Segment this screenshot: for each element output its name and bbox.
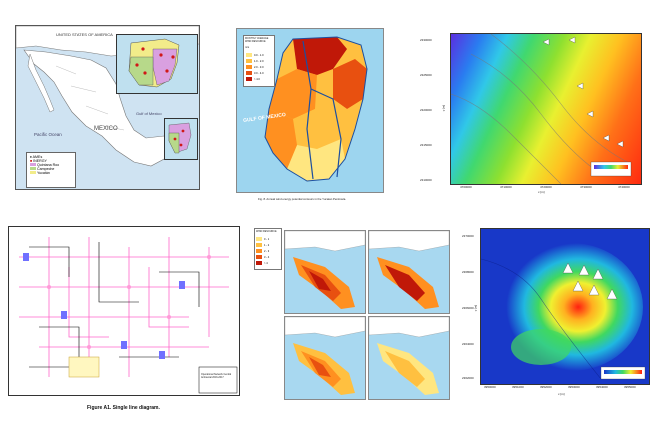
legend-yucatan: Yucatán [30,171,59,175]
legend-item: 1 - 2 [256,242,269,248]
wind-map-tile-1 [284,230,366,314]
y-tick: 2325000 [420,73,432,77]
legend-item: 3.0 - 4.0 [246,70,264,76]
x-tick: 3950000 [484,385,496,389]
x-tick: 4710000 [500,185,512,189]
yucatan-legend: MONTHLY AVERAGE WIND RESOURCE m/s 0.0 - … [243,35,275,87]
legend-unit: m/s [245,46,250,49]
y-axis-label: y [m] [441,104,446,112]
inset-yucatan-top [116,34,198,94]
pacific-label: Pacific Ocean [34,132,62,137]
y-tick: 2364000 [462,342,474,346]
legend-item: > 4.0 [246,76,264,82]
x-tick: 3951000 [512,385,524,389]
y-tick: 2310000 [420,178,432,182]
y-tick: 2370000 [462,234,474,238]
x-axis-label: x [m] [558,392,565,396]
wind-field-bottom-xticks: 3950000 3951000 3952000 3953000 3954000 … [480,385,648,391]
legend-ames: ♦ AMEs [30,155,43,159]
legend-swatches: 0.0 - 1.0 1.0 - 2.0 2.0 - 3.0 3.0 - 4.0 … [246,52,264,82]
x-tick: 4720000 [540,185,552,189]
legend-item: 0.0 - 1.0 [246,52,264,58]
y-tick: 2330000 [420,38,432,42]
yucatan-wind-map: GULF OF MEXICO MONTHLY AVERAGE WIND RESO… [236,28,384,193]
legend-item: 3 - 4 [256,254,269,260]
x-tick: 3952000 [540,385,552,389]
x-tick: 3954000 [596,385,608,389]
wind-field-bottom-yticks: 2370000 2368000 2366000 2364000 2362000 [462,228,479,383]
legend-title: WIND RESOURCE [256,230,277,233]
mexico-location-map: UNITED STATES OF AMERICA MEXICO Pacific … [15,25,200,190]
mexico-label: MEXICO [94,126,118,132]
usa-label: UNITED STATES OF AMERICA [56,32,113,37]
inset-yucatan-bottom [164,118,198,160]
y-axis-label: y [m] [473,304,478,312]
y-tick: 2366000 [462,306,474,310]
x-tick: 4700000 [460,185,472,189]
y-tick: 2362000 [462,376,474,380]
single-line-caption: Figure A1. Single line diagram. [87,405,160,411]
wind-map-tile-2 [368,230,450,314]
mexico-map-figure [15,25,200,167]
wind-field-top-yticks: 2330000 2325000 2320000 2315000 2310000 [420,33,449,183]
four-maps-legend: WIND RESOURCE 0 - 1 1 - 2 2 - 3 3 - 4 > … [254,228,282,270]
four-wind-maps: WIND RESOURCE 0 - 1 1 - 2 2 - 3 3 - 4 > … [252,226,452,402]
legend-item: 2.0 - 3.0 [246,64,264,70]
title-block: Operational Network Central Ambiental 20… [201,373,232,379]
legend-quintana-roo: Quintana Roo [30,163,59,167]
x-tick: 3955000 [624,385,636,389]
legend-item: 1.0 - 2.0 [246,58,264,64]
legend-item: 2 - 3 [256,248,269,254]
single-line-figure [19,237,238,394]
wind-field-bottom: 2370000 2368000 2366000 2364000 2362000 … [462,226,654,404]
legend-item: > 4 [256,260,269,266]
legend-campeche: Campeche [30,167,59,171]
y-tick: 2368000 [462,270,474,274]
wind-field-top-plot [450,33,642,185]
wind-field-top: 2330000 2325000 2320000 2315000 2310000 … [418,28,650,196]
legend-title: MONTHLY AVERAGE WIND RESOURCE [245,37,269,43]
wind-field-top-xticks: 4700000 4710000 4720000 4730000 4740000 [450,185,640,191]
wind-map-tile-4 [368,316,450,400]
y-tick: 2315000 [420,143,432,147]
x-tick: 4730000 [580,185,592,189]
gulf-label: Gulf of Mexico [136,111,162,116]
single-line-diagram: Operational Network Central Ambiental 20… [8,226,240,396]
y-tick: 2320000 [420,108,432,112]
yucatan-wind-figure [264,36,368,182]
legend-inergy: ■ INERGY [30,159,47,163]
yucatan-caption: Fig. 8. Annual wind energy potential con… [258,197,347,201]
x-tick: 3953000 [568,385,580,389]
legend-item: 0 - 1 [256,236,269,242]
wind-field-bottom-plot [480,228,650,385]
x-tick: 4740000 [618,185,630,189]
x-axis-label: x [m] [538,190,545,194]
wind-map-tile-3 [284,316,366,400]
mexico-map-legend: ♦ AMEs ■ INERGY Quintana Roo Campeche Yu… [26,152,76,188]
